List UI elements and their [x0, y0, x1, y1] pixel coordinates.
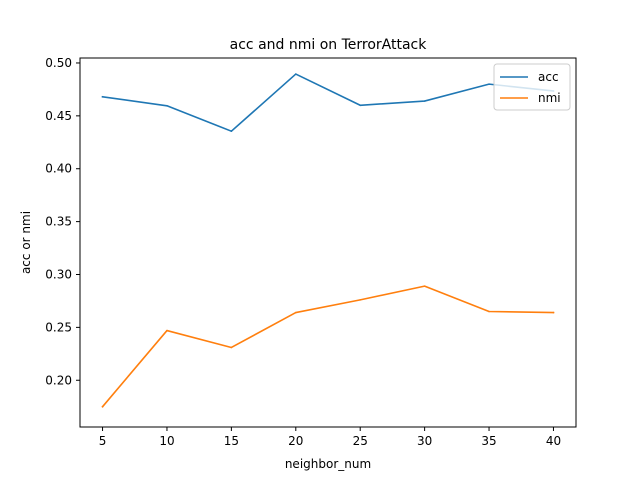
x-tick-label: 20	[288, 434, 303, 448]
x-tick-label: 35	[481, 434, 496, 448]
y-tick-label: 0.50	[45, 56, 72, 70]
x-tick-label: 10	[159, 434, 174, 448]
data-point-nmi-30	[423, 285, 426, 287]
x-tick-label: 40	[546, 434, 561, 448]
plot-frame	[79, 57, 577, 428]
x-tick-label: 5	[99, 434, 107, 448]
legend-label-nmi: nmi	[538, 91, 561, 105]
data-point-nmi-25	[359, 299, 362, 301]
legend: acc nmi	[493, 63, 571, 111]
data-point-nmi-20	[294, 311, 297, 314]
y-tick-label: 0.25	[45, 320, 72, 334]
chart-title: acc and nmi on TerrorAttack	[230, 37, 428, 53]
legend-label-acc: acc	[538, 70, 559, 84]
x-axis: 5 10 15 20 25 30 35 40	[99, 427, 561, 448]
x-axis-label: neighbor_num	[285, 457, 371, 471]
y-tick-label: 0.30	[45, 267, 72, 281]
data-point-acc-35	[488, 83, 490, 85]
data-point-acc-30	[423, 100, 426, 102]
y-tick-label: 0.40	[45, 162, 72, 176]
data-point-acc-20	[294, 73, 297, 75]
data-point-acc-25	[359, 104, 362, 107]
data-point-acc-15	[230, 130, 233, 132]
series-line-nmi	[101, 285, 555, 408]
y-axis: 0.20 0.25 0.30 0.35 0.40 0.45 0.50	[45, 56, 80, 387]
y-tick-label: 0.20	[45, 373, 72, 387]
data-point-nmi-15	[230, 346, 233, 349]
series-line-acc	[101, 73, 555, 132]
x-tick-label: 15	[224, 434, 239, 448]
data-point-nmi-5	[101, 405, 104, 408]
data-point-nmi-40	[552, 311, 555, 314]
x-tick-label: 30	[417, 434, 432, 448]
y-tick-label: 0.45	[45, 109, 72, 123]
data-point-acc-10	[166, 105, 168, 107]
data-point-nmi-35	[488, 310, 490, 313]
x-tick-label: 25	[353, 434, 368, 448]
data-point-acc-5	[101, 96, 104, 98]
series-layer	[101, 73, 555, 408]
y-axis-label: acc or nmi	[19, 211, 33, 274]
y-tick-label: 0.35	[45, 215, 72, 229]
data-point-nmi-10	[166, 329, 168, 332]
